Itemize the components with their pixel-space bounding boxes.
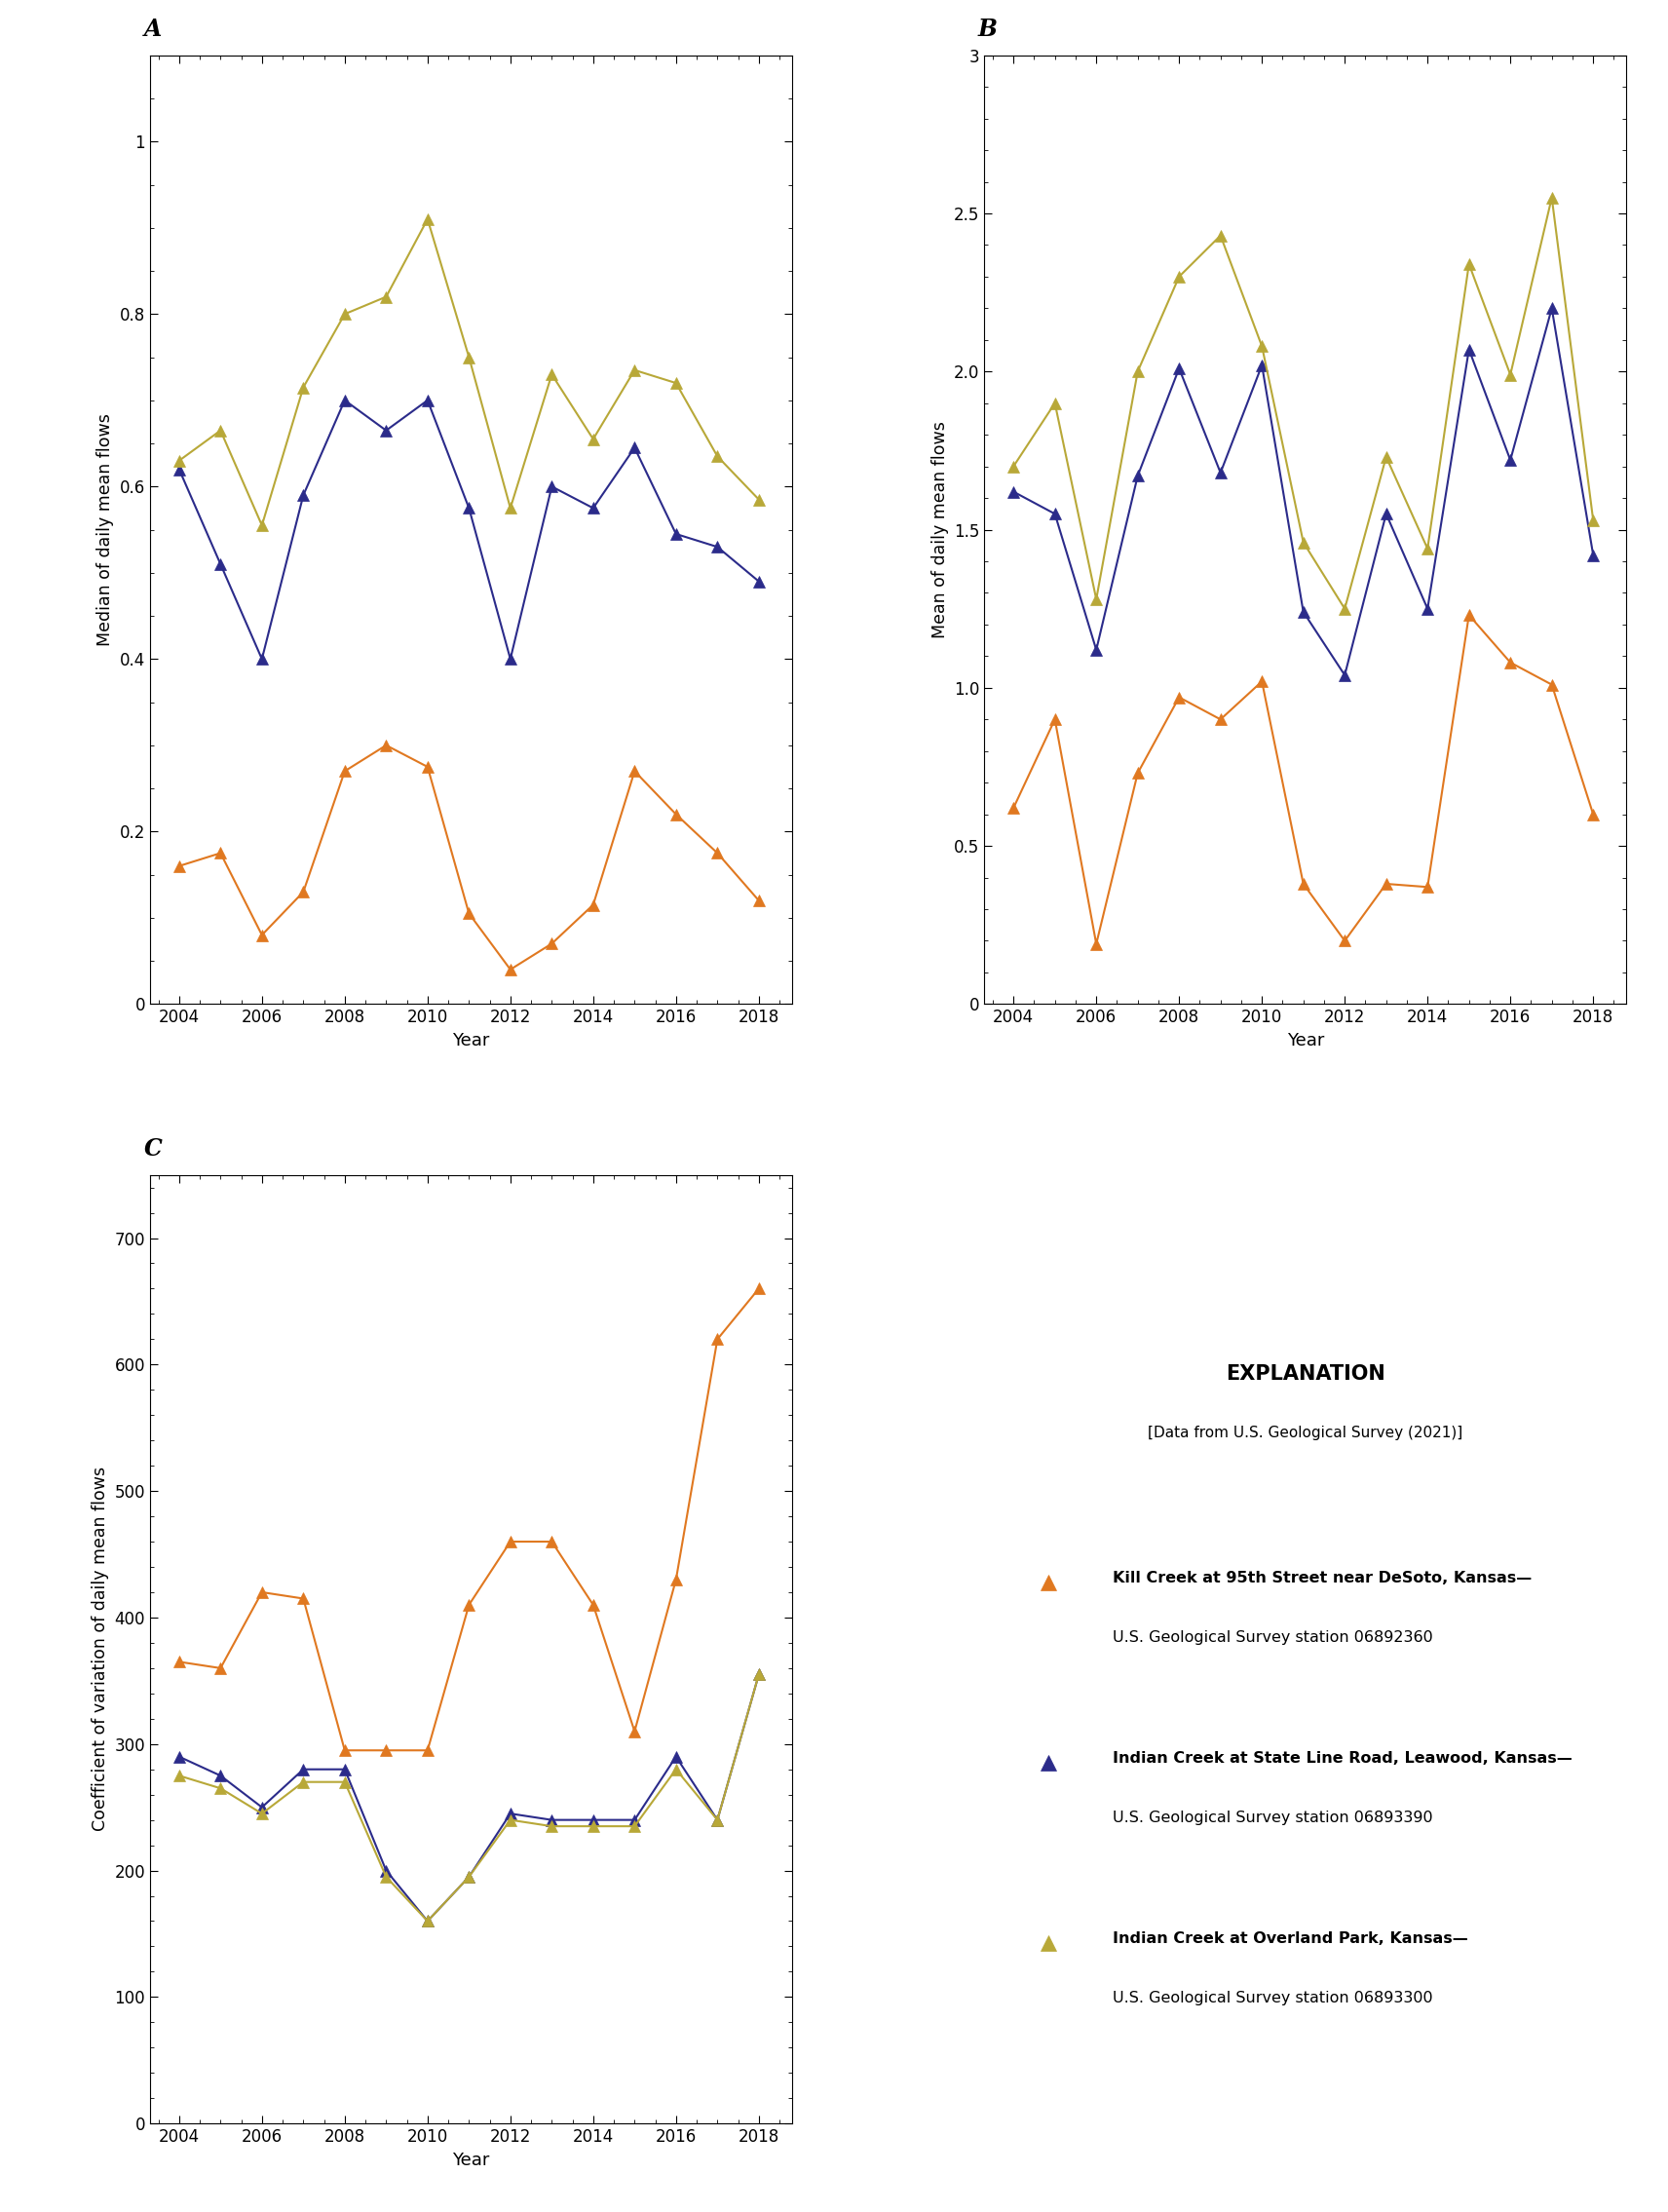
Text: A: A: [143, 18, 162, 42]
Text: Kill Creek at 95th Street near DeSoto, Kansas—: Kill Creek at 95th Street near DeSoto, K…: [1113, 1571, 1531, 1586]
X-axis label: Year: Year: [452, 2152, 490, 2168]
X-axis label: Year: Year: [452, 1031, 490, 1048]
Text: Indian Creek at Overland Park, Kansas—: Indian Creek at Overland Park, Kansas—: [1113, 1931, 1468, 1947]
Text: [Data from U.S. Geological Survey (2021)]: [Data from U.S. Geological Survey (2021)…: [1148, 1427, 1463, 1440]
X-axis label: Year: Year: [1286, 1031, 1324, 1048]
Text: U.S. Geological Survey station 06893390: U.S. Geological Survey station 06893390: [1113, 1812, 1433, 1825]
Text: U.S. Geological Survey station 06893300: U.S. Geological Survey station 06893300: [1113, 1991, 1433, 2006]
Text: Indian Creek at State Line Road, Leawood, Kansas—: Indian Creek at State Line Road, Leawood…: [1113, 1752, 1573, 1765]
Text: U.S. Geological Survey station 06892360: U.S. Geological Survey station 06892360: [1113, 1630, 1433, 1646]
Text: C: C: [143, 1137, 162, 1161]
Text: EXPLANATION: EXPLANATION: [1226, 1365, 1384, 1382]
Text: B: B: [977, 18, 997, 42]
Y-axis label: Median of daily mean flows: Median of daily mean flows: [97, 414, 115, 646]
Y-axis label: Mean of daily mean flows: Mean of daily mean flows: [931, 420, 949, 639]
Y-axis label: Coefficient of variation of daily mean flows: Coefficient of variation of daily mean f…: [92, 1467, 108, 1832]
